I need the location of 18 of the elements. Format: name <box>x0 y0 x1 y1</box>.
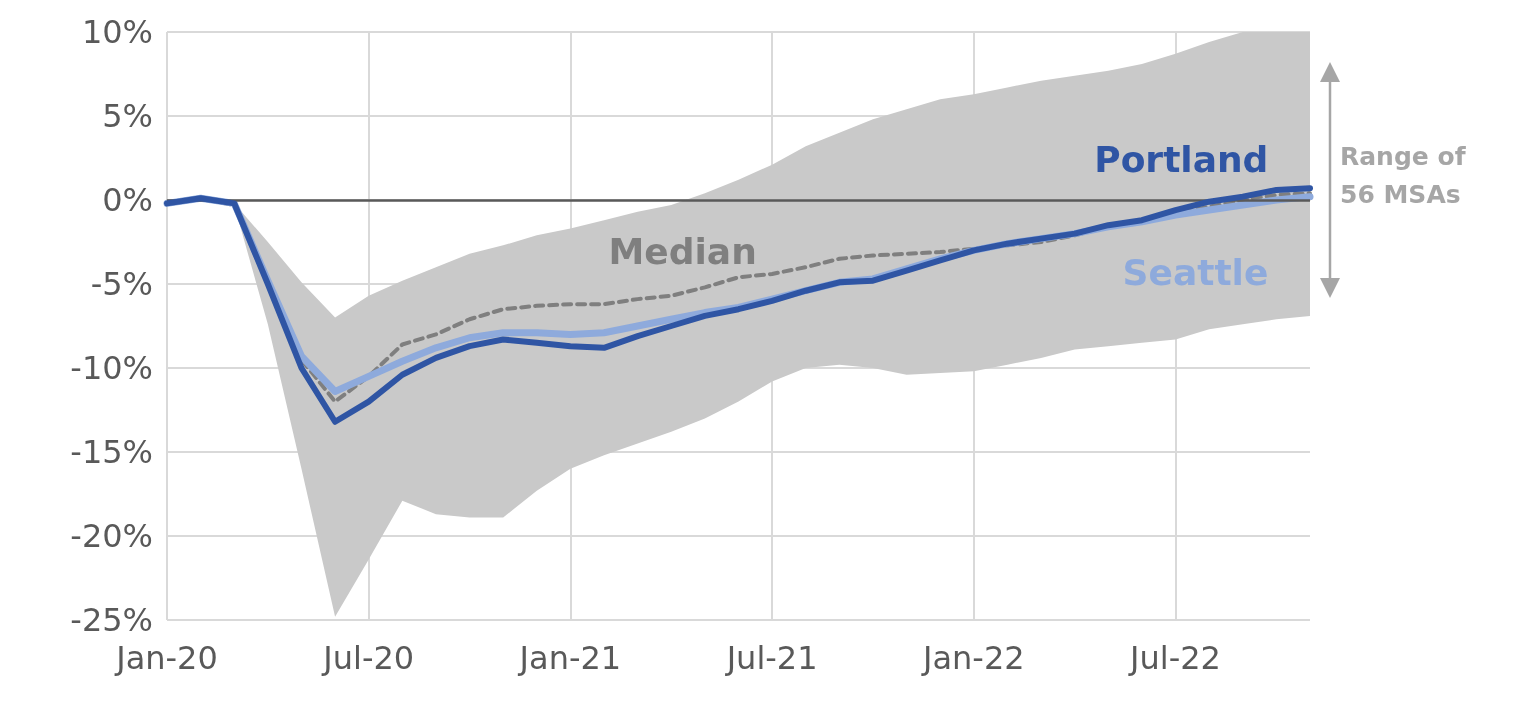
y-tick-label: -20% <box>70 517 153 555</box>
x-tick-label: Jan-20 <box>114 639 218 677</box>
x-tick-label: Jul-21 <box>724 639 818 677</box>
y-tick-label: -25% <box>70 601 153 639</box>
y-tick-label: -10% <box>70 349 153 387</box>
x-tick-label: Jan-22 <box>921 639 1025 677</box>
series-label: Seattle <box>1122 251 1269 293</box>
series-label: Median <box>608 230 757 272</box>
text: Range of 56 MSAs <box>1340 141 1467 211</box>
x-tick-label: Jan-21 <box>517 639 622 677</box>
series-label: Portland <box>1094 139 1269 181</box>
y-tick-label: 0% <box>102 181 153 219</box>
y-tick-label: 10% <box>81 13 153 51</box>
y-tick-label: -5% <box>90 265 153 303</box>
y-tick-label: 5% <box>102 97 153 135</box>
x-tick-label: Jul-20 <box>321 639 415 677</box>
x-tick-label: Jul-22 <box>1128 639 1221 677</box>
y-tick-label: -15% <box>70 433 153 471</box>
